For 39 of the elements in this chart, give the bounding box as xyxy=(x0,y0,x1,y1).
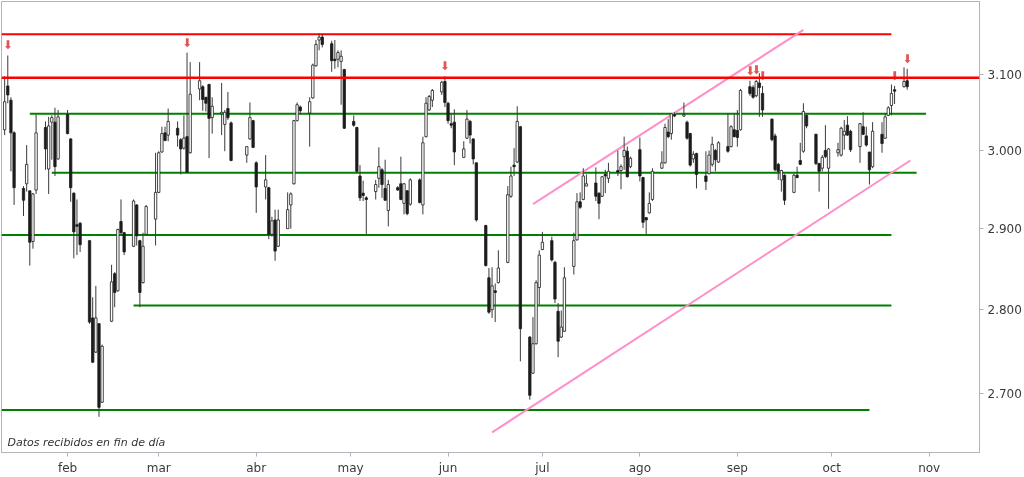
candlestick xyxy=(286,191,290,230)
candlestick xyxy=(176,120,180,148)
y-tick-label: 2.700 xyxy=(987,387,1022,402)
candlestick xyxy=(402,182,406,215)
annotation: ⬇ xyxy=(439,59,450,74)
candlestick xyxy=(289,191,293,230)
candlestick xyxy=(465,109,469,140)
candlestick xyxy=(864,126,868,148)
candlestick xyxy=(550,236,554,263)
x-tick-label: sep xyxy=(726,460,748,475)
candlestick xyxy=(682,101,686,118)
y-tick-label: 2.800 xyxy=(987,303,1022,318)
candlestick xyxy=(65,109,70,135)
x-tick-label: oct xyxy=(822,460,842,475)
x-tick-label: mar xyxy=(146,460,171,475)
x-tick-label: jun xyxy=(437,460,458,475)
candlestick xyxy=(848,129,853,153)
candlestick xyxy=(493,282,497,323)
annotation: Datos recibidos en fin de día xyxy=(7,435,166,449)
x-tick-label: may xyxy=(337,460,364,475)
x-tick-label: abr xyxy=(246,460,267,475)
x-tick-label: feb xyxy=(57,460,78,475)
x-tick-label: jul xyxy=(534,460,550,475)
x-tick-label: nov xyxy=(918,460,941,475)
candlestick xyxy=(748,80,752,97)
x-tick-label: ago xyxy=(628,460,652,475)
candlestick xyxy=(330,40,334,73)
annotation: ⬇ xyxy=(744,63,755,78)
y-tick-label: 3.100 xyxy=(987,68,1022,83)
y-tick-label: 3.000 xyxy=(987,143,1022,158)
candlestick xyxy=(496,249,500,284)
candlestick xyxy=(333,39,337,70)
annotation: ⬇ xyxy=(2,38,13,53)
candlestick xyxy=(430,88,434,108)
annotation: ⬇ xyxy=(182,35,193,50)
candlestick xyxy=(43,120,48,171)
y-tick-label: 2.900 xyxy=(987,222,1022,237)
candlestick xyxy=(603,169,607,194)
annotation: ⬇ xyxy=(902,51,913,66)
